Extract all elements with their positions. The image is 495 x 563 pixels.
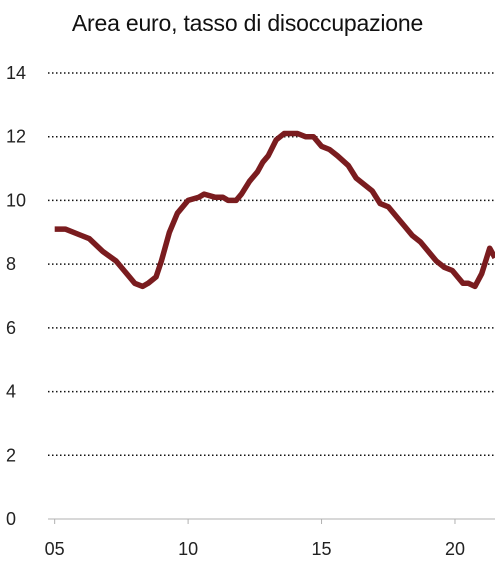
y-tick-label: 4 xyxy=(6,382,16,402)
x-tick-label: 05 xyxy=(45,539,65,559)
y-tick-label: 0 xyxy=(6,509,16,529)
x-axis xyxy=(48,518,495,524)
y-tick-label: 10 xyxy=(6,190,26,210)
chart-title: Area euro, tasso di disoccupazione xyxy=(71,10,424,36)
series-layer xyxy=(54,130,495,290)
x-tick-label: 20 xyxy=(445,539,465,559)
y-tick-label: 14 xyxy=(6,63,26,83)
y-tick-label: 2 xyxy=(6,445,16,465)
y-tick-label: 6 xyxy=(6,318,16,338)
x-tick-label: 10 xyxy=(178,539,198,559)
y-tick-label: 8 xyxy=(6,254,16,274)
y-tick-label: 12 xyxy=(6,127,26,147)
series-line-0 xyxy=(54,130,495,290)
x-tick-label: 15 xyxy=(312,539,332,559)
tick-labels: 0 2 4 6 8 10 12 14 05 10 15 20 xyxy=(6,63,465,559)
grid xyxy=(48,72,495,457)
